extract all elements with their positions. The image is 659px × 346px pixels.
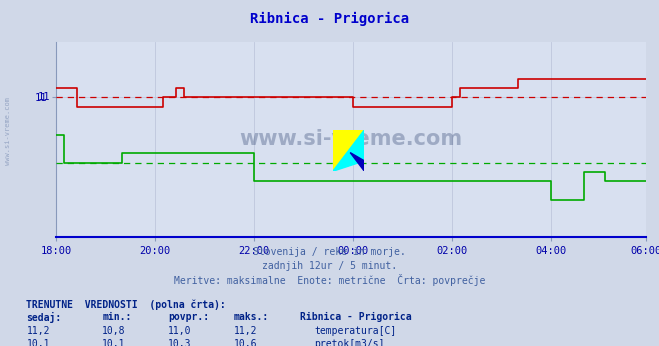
Text: 10,3: 10,3 <box>168 339 192 346</box>
Text: TRENUTNE  VREDNOSTI  (polna črta):: TRENUTNE VREDNOSTI (polna črta): <box>26 299 226 310</box>
Text: min.:: min.: <box>102 312 132 322</box>
Text: povpr.:: povpr.: <box>168 312 209 322</box>
Text: 10,1: 10,1 <box>26 339 50 346</box>
Text: sedaj:: sedaj: <box>26 312 61 324</box>
Polygon shape <box>333 130 364 171</box>
Polygon shape <box>350 153 364 171</box>
Text: 10,8: 10,8 <box>102 326 126 336</box>
Text: zadnjih 12ur / 5 minut.: zadnjih 12ur / 5 minut. <box>262 261 397 271</box>
Text: 11: 11 <box>38 92 50 102</box>
Text: www.si-vreme.com: www.si-vreme.com <box>5 98 11 165</box>
Text: maks.:: maks.: <box>234 312 269 322</box>
Text: temperatura[C]: temperatura[C] <box>314 326 397 336</box>
Text: 11,0: 11,0 <box>168 326 192 336</box>
Text: Ribnica - Prigorica: Ribnica - Prigorica <box>250 12 409 26</box>
Text: www.si-vreme.com: www.si-vreme.com <box>239 129 463 149</box>
Text: Ribnica - Prigorica: Ribnica - Prigorica <box>300 312 411 322</box>
Text: 10,1: 10,1 <box>102 339 126 346</box>
Text: 11,2: 11,2 <box>234 326 258 336</box>
Polygon shape <box>333 130 364 171</box>
Text: 11,2: 11,2 <box>26 326 50 336</box>
Text: 10,6: 10,6 <box>234 339 258 346</box>
Text: Slovenija / reke in morje.: Slovenija / reke in morje. <box>253 247 406 257</box>
Text: Meritve: maksimalne  Enote: metrične  Črta: povprečje: Meritve: maksimalne Enote: metrične Črta… <box>174 274 485 286</box>
Text: pretok[m3/s]: pretok[m3/s] <box>314 339 385 346</box>
